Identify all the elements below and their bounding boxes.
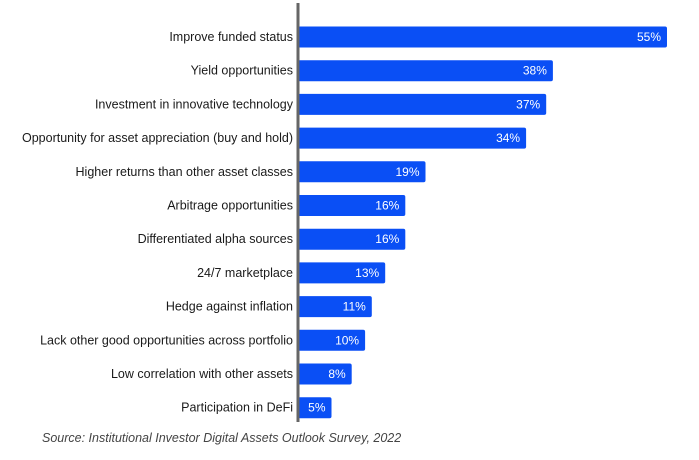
bar [298,127,527,149]
bar [298,397,332,419]
value-label: 11% [343,300,366,314]
value-label: 55% [637,30,661,44]
category-label: Lack other good opportunities across por… [40,333,293,347]
category-label: Improve funded status [169,30,293,44]
category-label: Opportunity for asset appreciation (buy … [22,131,293,145]
bar [298,228,406,250]
value-label: 19% [395,165,419,179]
value-label: 16% [375,232,399,246]
category-label: 24/7 marketplace [197,266,293,280]
value-label: 8% [328,367,346,381]
category-label: Participation in DeFi [181,401,293,415]
bar [298,262,386,284]
category-label: Hedge against inflation [166,300,293,314]
value-label: 38% [523,64,547,78]
bar [298,26,667,48]
value-label: 16% [375,199,399,213]
value-label: 37% [516,97,540,111]
category-label: Arbitrage opportunities [167,199,293,213]
source-note: Source: Institutional Investor Digital A… [42,431,402,445]
category-labels-group: Improve funded status Yield opportunities… [22,30,294,415]
value-labels-group: 55% 38% 37% 34% 19% 16% 16% 13% 11% 10% 8% 5% [308,30,661,415]
value-label: 10% [335,333,359,347]
category-label: Investment in innovative technology [95,97,294,111]
bar [298,60,553,82]
bars-group [298,26,667,419]
value-label: 34% [496,131,520,145]
bar [298,161,426,183]
category-label: Low correlation with other assets [111,367,293,381]
value-label: 5% [308,401,326,415]
category-label: Differentiated alpha sources [138,232,293,246]
bar [298,329,366,351]
bar [298,93,547,115]
value-label: 13% [355,266,379,280]
category-label: Yield opportunities [191,64,293,78]
bar [298,195,406,216]
category-label: Higher returns than other asset classes [76,165,293,179]
bar [298,296,372,318]
bar [298,363,352,385]
